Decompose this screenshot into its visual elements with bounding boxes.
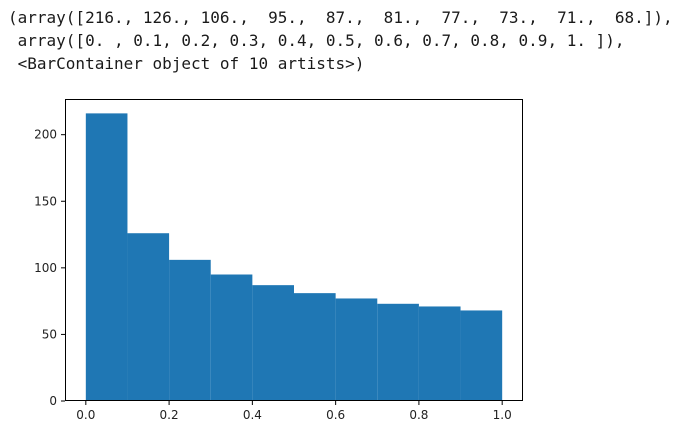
histogram-bar bbox=[127, 233, 170, 401]
x-tick-label: 0.2 bbox=[160, 408, 179, 422]
x-tick-label: 0.6 bbox=[326, 408, 345, 422]
histogram-bar bbox=[294, 293, 336, 401]
x-tick-label: 1.0 bbox=[493, 408, 512, 422]
output-line: array([0. , 0.1, 0.2, 0.3, 0.4, 0.5, 0.6… bbox=[8, 31, 625, 50]
histogram-bar bbox=[169, 259, 211, 401]
output-line: (array([216., 126., 106., 95., 87., 81.,… bbox=[8, 8, 673, 27]
histogram-bar bbox=[335, 298, 378, 401]
bars-group bbox=[85, 113, 503, 401]
histogram-bar bbox=[210, 274, 253, 401]
y-tick-label: 50 bbox=[42, 327, 57, 341]
y-tick-label: 200 bbox=[34, 128, 57, 142]
cell-output-text: (array([216., 126., 106., 95., 87., 81.,… bbox=[8, 6, 673, 75]
axes-group: 0.0 0.2 0.4 0.6 0.8 1.0 0 50 100 150 200 bbox=[34, 99, 523, 422]
y-tick-label: 150 bbox=[34, 194, 57, 208]
histogram-bar bbox=[460, 310, 503, 401]
histogram-bar bbox=[85, 113, 128, 401]
histogram-bar bbox=[377, 303, 419, 401]
output-line: <BarContainer object of 10 artists>) bbox=[8, 54, 365, 73]
x-tick-label: 0.8 bbox=[409, 408, 428, 422]
histogram-bar bbox=[252, 285, 294, 401]
y-tick-label: 0 bbox=[49, 394, 57, 408]
histogram-bar bbox=[418, 306, 461, 401]
y-tick-label: 100 bbox=[34, 261, 57, 275]
x-tick-label: 0.4 bbox=[243, 408, 262, 422]
x-tick-label: 0.0 bbox=[76, 408, 95, 422]
plot-frame bbox=[65, 99, 523, 401]
